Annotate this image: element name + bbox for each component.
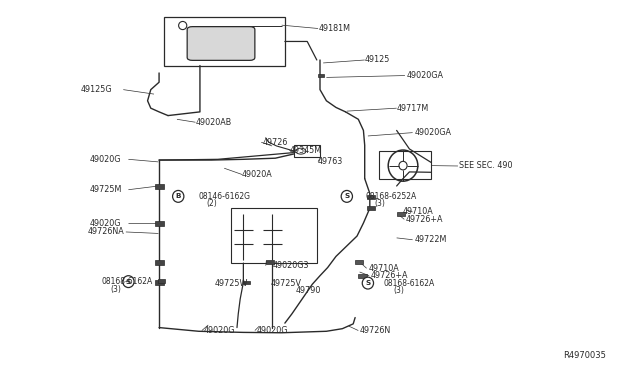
- Text: 49725V: 49725V: [270, 279, 301, 288]
- Ellipse shape: [362, 277, 374, 289]
- Text: S: S: [126, 279, 131, 285]
- Bar: [243, 280, 250, 284]
- Bar: [266, 260, 274, 264]
- Text: (3): (3): [394, 286, 404, 295]
- Text: 49763: 49763: [318, 157, 343, 166]
- Text: 49020G: 49020G: [90, 219, 122, 228]
- Bar: [155, 184, 164, 189]
- Text: 49020A: 49020A: [242, 170, 273, 179]
- Text: 49726+A: 49726+A: [371, 271, 408, 280]
- Ellipse shape: [123, 276, 134, 288]
- Bar: [397, 212, 405, 216]
- Text: 49020AB: 49020AB: [195, 118, 232, 127]
- Text: 49725W: 49725W: [214, 279, 248, 288]
- Bar: [164, 17, 285, 65]
- Text: 49181M: 49181M: [319, 24, 351, 33]
- Text: 08168-6162A: 08168-6162A: [102, 277, 153, 286]
- Text: 49726: 49726: [262, 138, 288, 147]
- Text: 49710A: 49710A: [369, 264, 399, 273]
- Text: 49020G: 49020G: [204, 326, 236, 335]
- Bar: [367, 195, 375, 199]
- Text: 49790: 49790: [296, 286, 321, 295]
- Text: 49020G: 49020G: [256, 326, 287, 335]
- Bar: [159, 279, 165, 283]
- Bar: [367, 206, 375, 211]
- Text: 08168-6252A: 08168-6252A: [366, 192, 417, 201]
- Text: 49020G3: 49020G3: [273, 261, 309, 270]
- Text: B: B: [175, 193, 181, 199]
- Text: 49710A: 49710A: [403, 208, 434, 217]
- Bar: [318, 74, 324, 77]
- Bar: [355, 260, 364, 264]
- Text: 49020GA: 49020GA: [415, 128, 451, 137]
- Bar: [358, 274, 367, 278]
- Text: R4970035: R4970035: [563, 351, 605, 360]
- Text: 49725M: 49725M: [90, 185, 122, 194]
- Text: 49125G: 49125G: [81, 85, 112, 94]
- Text: 49726+A: 49726+A: [406, 215, 443, 224]
- Text: 49345M: 49345M: [289, 146, 321, 155]
- Text: (3): (3): [374, 199, 385, 208]
- Bar: [294, 145, 320, 157]
- Text: S: S: [344, 193, 349, 199]
- Text: 49020G: 49020G: [90, 155, 122, 164]
- Text: 49726NA: 49726NA: [88, 227, 124, 237]
- Text: SEE SEC. 490: SEE SEC. 490: [460, 161, 513, 170]
- Ellipse shape: [341, 190, 353, 202]
- Bar: [379, 151, 431, 179]
- Text: 49020GA: 49020GA: [406, 71, 444, 80]
- Bar: [155, 280, 164, 285]
- FancyBboxPatch shape: [187, 27, 255, 60]
- Bar: [155, 221, 164, 226]
- Ellipse shape: [173, 190, 184, 202]
- Bar: [155, 260, 164, 264]
- Text: 49125: 49125: [365, 55, 390, 64]
- Text: 49726N: 49726N: [360, 326, 391, 335]
- Text: 08168-6162A: 08168-6162A: [384, 279, 435, 288]
- Text: 08146-6162G: 08146-6162G: [198, 192, 251, 201]
- Bar: [230, 208, 317, 263]
- Text: S: S: [365, 280, 371, 286]
- Text: (2): (2): [206, 199, 217, 208]
- Text: (3): (3): [111, 285, 122, 294]
- Text: 49722M: 49722M: [415, 235, 447, 244]
- Text: 49717M: 49717M: [397, 104, 429, 113]
